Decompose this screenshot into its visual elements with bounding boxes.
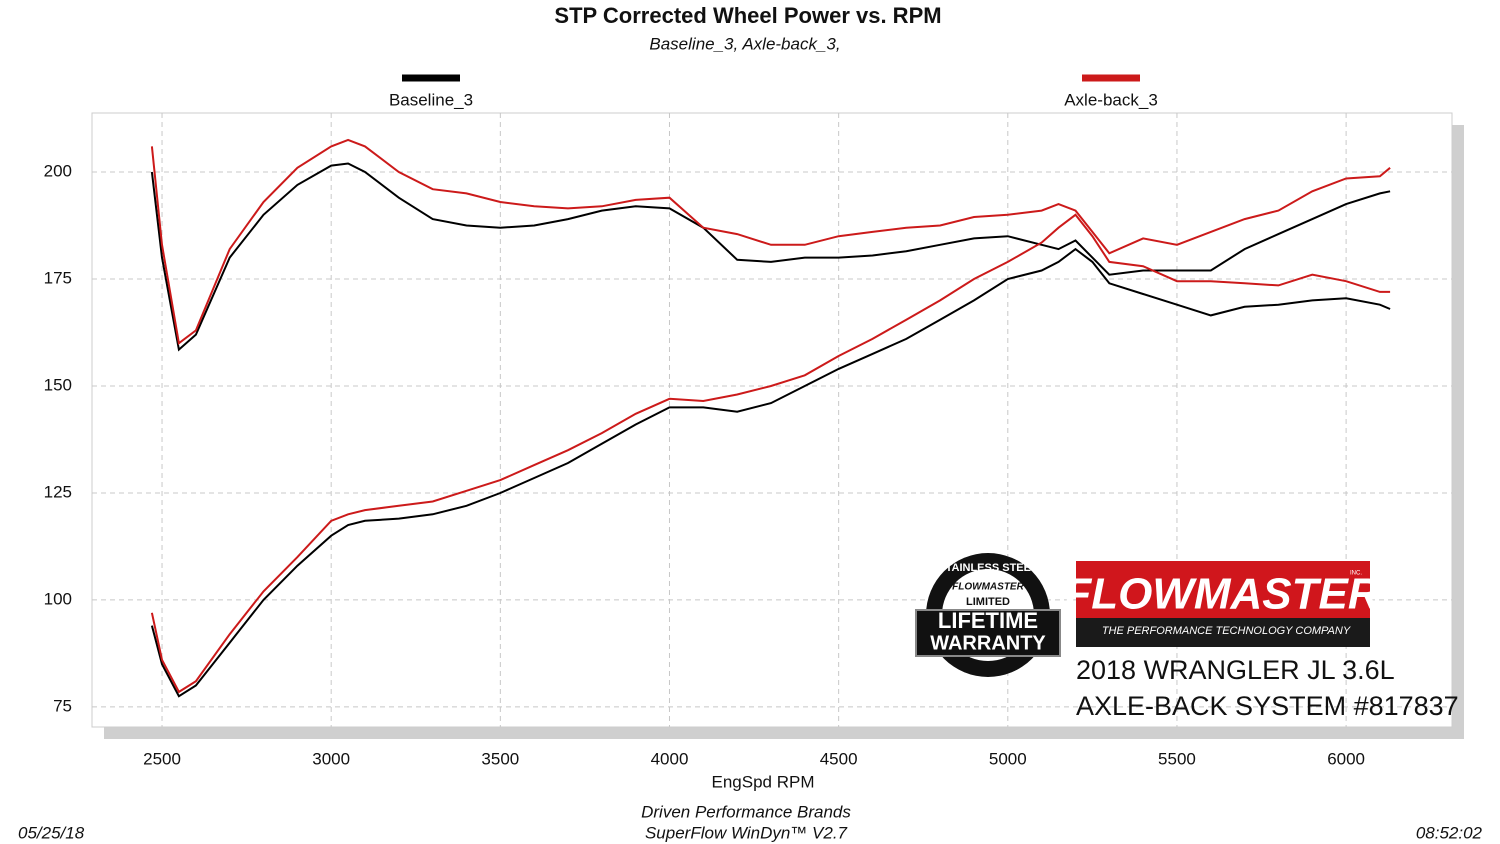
chart-subtitle: Baseline_3, Axle-back_3, [649,34,840,53]
x-tick-label: 3000 [312,749,350,768]
badge-text: FLOWMASTER [952,582,1024,593]
x-tick-label: 3500 [481,749,519,768]
warranty-badge: STAINLESS STEEL FLOWMASTER LIMITED LIFET… [915,553,1061,677]
badge-text: LIFETIME [938,608,1038,633]
logo-line: 2018 WRANGLER JL 3.6L [1076,655,1395,685]
badge-text: WARRANTY [930,632,1046,654]
x-tick-label: 5000 [989,749,1027,768]
badge-text: STAINLESS STEEL [938,562,1038,574]
logo: FLOWMASTER INC. THE PERFORMANCE TECHNOLO… [1064,561,1459,721]
y-tick-label: 100 [44,589,72,608]
footer: SuperFlow WinDyn™ V2.7 [645,823,848,842]
date: 05/25/18 [18,823,85,842]
badge-text: LIMITED [966,596,1010,608]
data-line [150,138,1391,345]
y-tick-label: 75 [53,696,72,715]
data-line [150,213,1391,694]
legend-label: Axle-back_3 [1064,90,1158,109]
logo-band [1076,618,1370,647]
y-tick-label: 125 [44,482,72,501]
logo-line: AXLE-BACK SYSTEM #817837 [1076,691,1459,721]
footer: Driven Performance Brands [641,802,851,821]
y-tick-label: 175 [44,268,72,287]
x-tick-label: 4500 [820,749,858,768]
x-tick-label: 5500 [1158,749,1196,768]
legend-label: Baseline_3 [389,90,473,109]
x-tick-label: 4000 [651,749,689,768]
x-tick-label: 2500 [143,749,181,768]
chart-title: STP Corrected Wheel Power vs. RPM [554,3,941,28]
x-tick-label: 6000 [1327,749,1365,768]
y-tick-label: 200 [44,162,72,181]
data-line [150,162,1391,352]
time: 08:52:02 [1416,823,1483,842]
logo-brand: FLOWMASTER [1064,570,1380,619]
logo-mark: INC. [1350,571,1362,577]
x-axis-label: EngSpd RPM [712,772,815,791]
y-tick-label: 150 [44,375,72,394]
data-line [150,247,1391,698]
badge-band [915,609,1061,657]
logo-tagline: THE PERFORMANCE TECHNOLOGY COMPANY [1102,625,1351,637]
